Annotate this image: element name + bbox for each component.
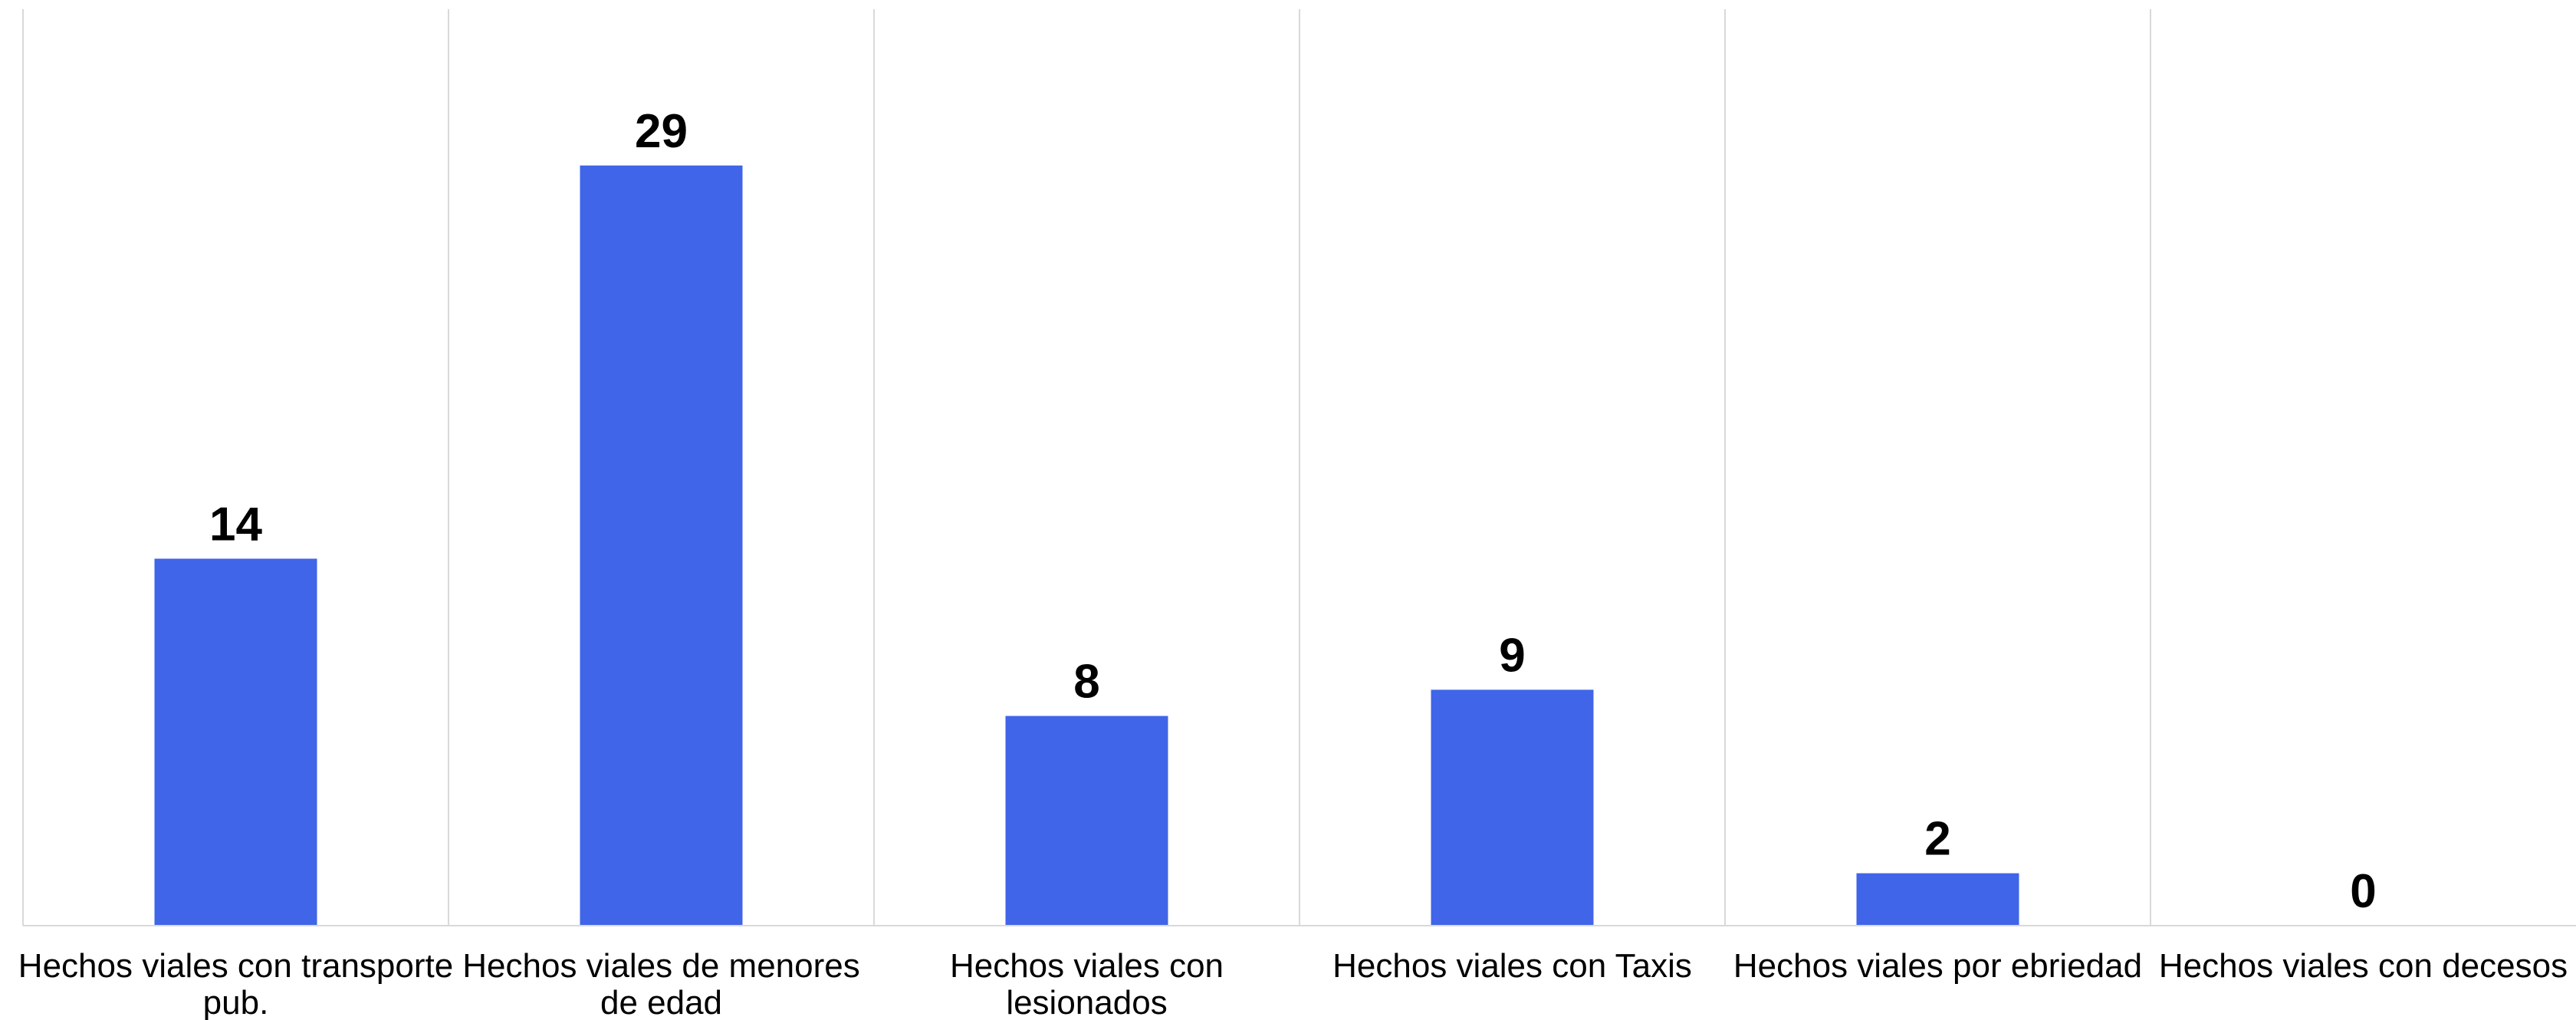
- tick-label: Hechos viales por ebriedad: [1733, 947, 2142, 985]
- bar: [154, 558, 317, 926]
- tick-label: Hechos viales de menores de edad: [462, 947, 859, 1020]
- value-labels: 14 29 8 9 2 0: [209, 105, 2377, 918]
- tick-label: Hechos viales con transporte pub.: [18, 947, 453, 1020]
- bar: [1431, 689, 1594, 926]
- tick-label-line: Hechos viales por ebriedad: [1733, 947, 2142, 985]
- data-label: 2: [1924, 813, 1950, 866]
- category-labels: Hechos viales con transporte pub.Hechos v…: [18, 947, 2568, 1020]
- bars: [154, 165, 2019, 926]
- data-label: 0: [2350, 865, 2376, 918]
- data-label: 29: [635, 105, 688, 158]
- tick-label-line: Hechos viales con: [950, 947, 1224, 985]
- tick-label-line: Hechos viales con Taxis: [1332, 947, 1692, 985]
- tick-label-line: Hechos viales de menores: [462, 947, 859, 985]
- data-label: 14: [209, 498, 262, 551]
- bar: [1005, 716, 1168, 926]
- tick-label-line: Hechos viales con transporte: [18, 947, 453, 985]
- grid-lines: [22, 9, 2151, 926]
- tick-label-line: pub.: [203, 984, 269, 1020]
- tick-label: Hechos viales con Taxis: [1332, 947, 1692, 985]
- tick-label-line: lesionados: [1006, 984, 1167, 1020]
- tick-label-line: de edad: [600, 984, 722, 1020]
- tick-label-line: Hechos viales con decesos: [2159, 947, 2568, 985]
- bar: [1856, 873, 2019, 926]
- tick-label: Hechos viales con decesos: [2159, 947, 2568, 985]
- bar: [580, 165, 743, 926]
- data-label: 8: [1073, 656, 1099, 709]
- data-label: 9: [1499, 629, 1525, 682]
- tick-label: Hechos viales con lesionados: [950, 947, 1224, 1020]
